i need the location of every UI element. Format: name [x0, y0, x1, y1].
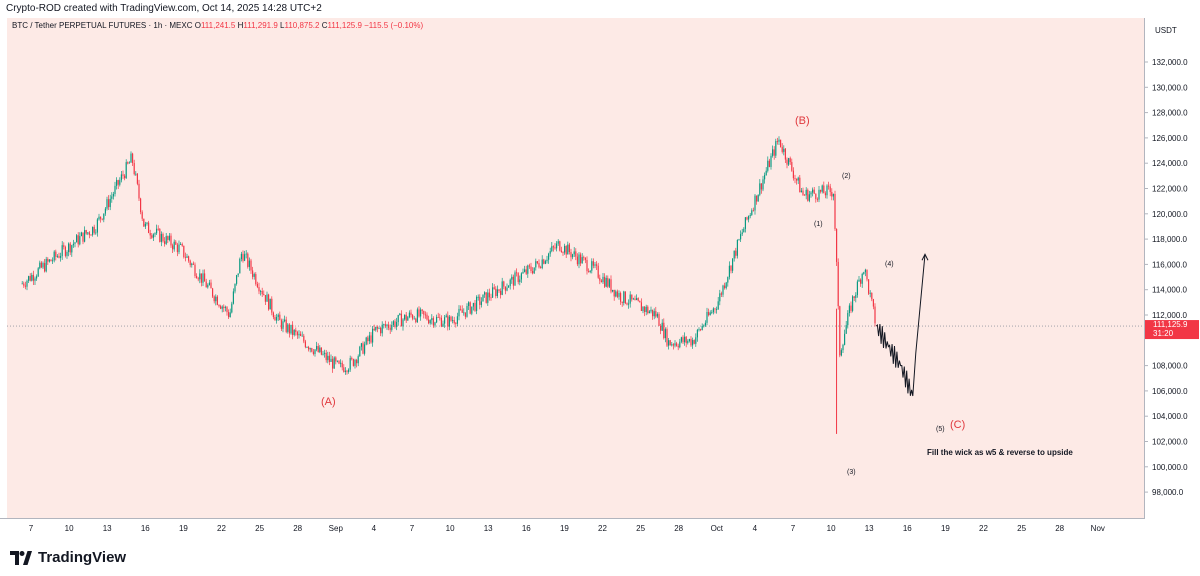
price-axis[interactable] [1144, 18, 1200, 518]
tradingview-logo[interactable]: TradingView [10, 549, 126, 566]
ohlc-open: O111,241.5 [194, 21, 236, 30]
tradingview-logo-icon [10, 550, 32, 565]
ohlc-low: L110,875.2 [280, 21, 320, 30]
price-change: −115.5 (−0.10%) [364, 21, 424, 30]
top-bar: Crypto-ROD created with TradingView.com,… [0, 0, 1200, 18]
ohlc-close: C111,125.9 [321, 21, 362, 30]
logo-text: TradingView [38, 549, 127, 566]
symbol-title: BTC / Tether PERPETUAL FUTURES · 1h · ME… [12, 21, 193, 30]
symbol-legend: BTC / Tether PERPETUAL FUTURES · 1h · ME… [12, 21, 423, 30]
ohlc-high: H111,291.9 [237, 21, 278, 30]
time-axis[interactable] [0, 518, 1145, 541]
chart-caption: Crypto-ROD created with TradingView.com,… [6, 3, 322, 14]
footer: TradingView [0, 540, 1200, 576]
chart-plot-area[interactable] [7, 18, 1144, 518]
